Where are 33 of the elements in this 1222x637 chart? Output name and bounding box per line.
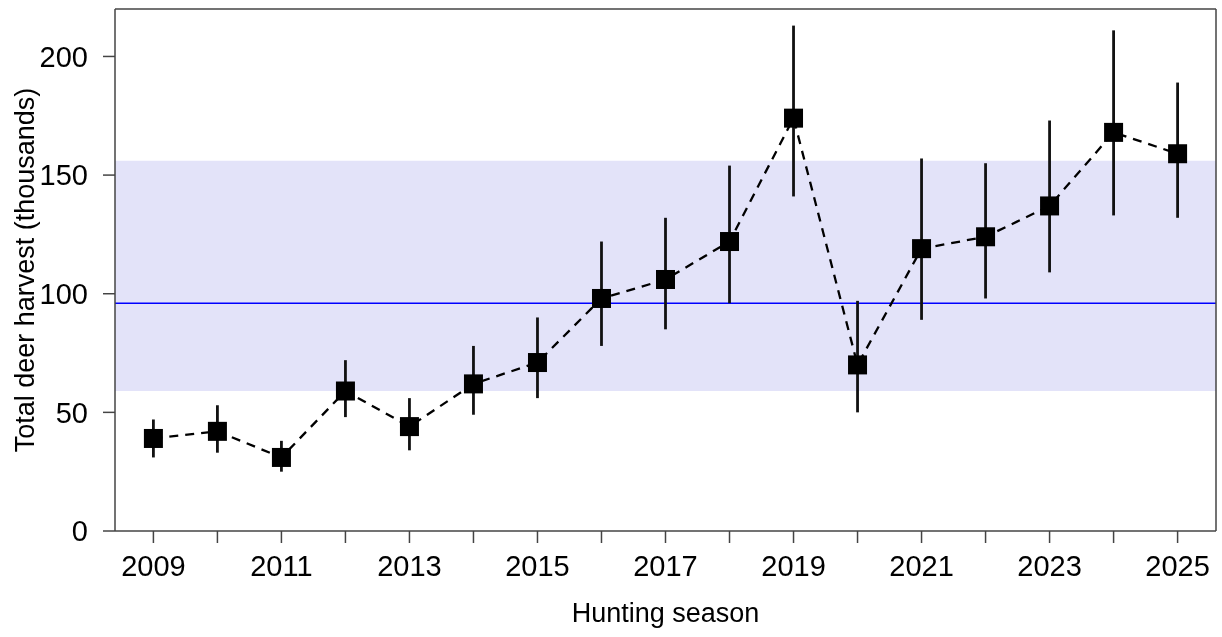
x-tick-label: 2009: [121, 549, 186, 582]
point: [848, 355, 868, 375]
y-tick-label: 50: [55, 396, 88, 429]
point: [591, 288, 611, 308]
x-axis-title: Hunting season: [571, 598, 760, 628]
point: [271, 447, 291, 467]
point: [463, 374, 483, 394]
point: [143, 428, 163, 448]
point: [976, 227, 996, 247]
y-axis-title: Total deer harvest (thousands): [10, 87, 40, 453]
point: [335, 381, 355, 401]
x-tick-label: 2015: [505, 549, 570, 582]
y-tick-label: 200: [39, 40, 88, 73]
y-tick-label: 100: [39, 278, 88, 311]
x-tick-label: 2025: [1145, 549, 1210, 582]
x-tick-label: 2017: [633, 549, 698, 582]
point: [656, 269, 675, 289]
point: [912, 239, 932, 259]
point: [1040, 196, 1060, 216]
y-tick-label: 150: [39, 159, 88, 192]
point: [1104, 122, 1124, 142]
y-tick-label: 0: [71, 515, 88, 548]
x-tick-label: 2011: [250, 549, 313, 582]
x-tick-label: 2023: [1017, 549, 1082, 582]
x-tick-label: 2021: [889, 549, 954, 582]
point: [399, 417, 419, 437]
point: [207, 421, 227, 441]
point: [720, 232, 740, 252]
x-tick-label: 2013: [377, 549, 442, 582]
point: [784, 108, 804, 128]
x-tick-label: 2019: [761, 549, 826, 582]
point: [527, 353, 547, 373]
point: [1168, 144, 1188, 164]
